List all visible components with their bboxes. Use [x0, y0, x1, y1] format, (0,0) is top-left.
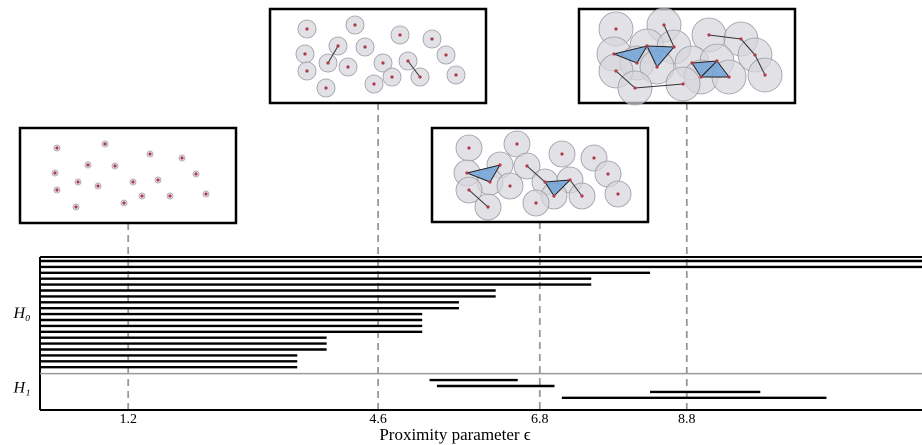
x-tick-label: 1.2: [119, 412, 137, 427]
chart: Proximity parameter ϵ 1.2 4.6 6.8 8.8 H₀ H₁: [0, 0, 922, 445]
x-tick-label: 4.6: [369, 412, 387, 427]
x-tick-label: 8.8: [678, 412, 696, 427]
inset-large: [432, 128, 648, 222]
inset-small: [20, 128, 236, 223]
inset-medium: [270, 9, 486, 103]
series-label: H₁: [12, 380, 30, 397]
series-label: H₀: [12, 305, 30, 322]
inset-xlarge: [579, 8, 795, 105]
x-tick-label: 6.8: [531, 412, 549, 427]
x-axis-label: Proximity parameter ϵ: [379, 425, 530, 444]
